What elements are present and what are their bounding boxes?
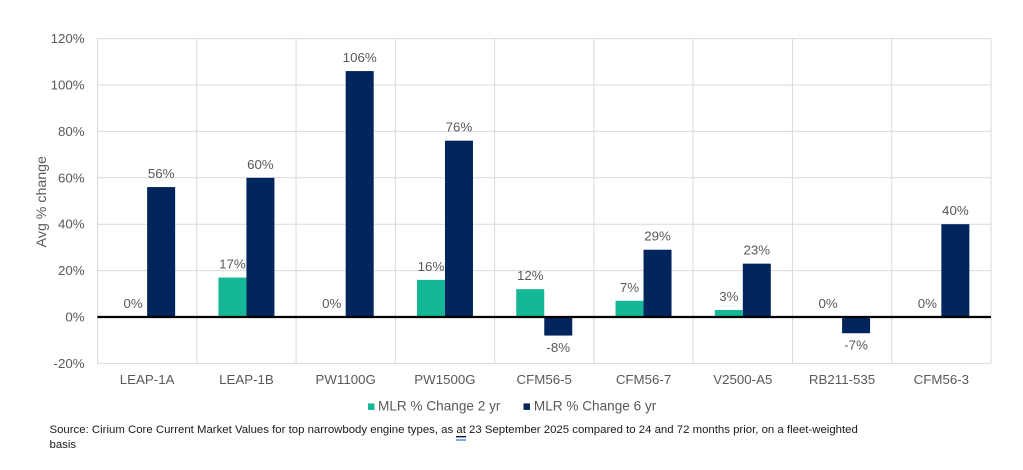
svg-text:0%: 0% xyxy=(124,296,143,311)
svg-text:80%: 80% xyxy=(58,124,85,139)
svg-text:120%: 120% xyxy=(51,31,85,46)
svg-text:RB211-535: RB211-535 xyxy=(809,372,875,387)
svg-text:PW1100G: PW1100G xyxy=(316,372,376,387)
svg-text:LEAP-1B: LEAP-1B xyxy=(219,372,274,387)
svg-text:76%: 76% xyxy=(446,120,473,135)
svg-text:16%: 16% xyxy=(418,259,445,274)
svg-text:60%: 60% xyxy=(247,157,274,172)
svg-text:3%: 3% xyxy=(719,289,738,304)
svg-text:20%: 20% xyxy=(58,263,85,278)
svg-text:V2500-A5: V2500-A5 xyxy=(713,372,772,387)
svg-text:56%: 56% xyxy=(148,166,175,181)
svg-text:60%: 60% xyxy=(58,170,85,185)
svg-text:0%: 0% xyxy=(65,310,84,325)
svg-text:LEAP-1A: LEAP-1A xyxy=(120,372,175,387)
svg-text:0%: 0% xyxy=(918,296,937,311)
svg-text:0%: 0% xyxy=(322,296,341,311)
svg-text:29%: 29% xyxy=(644,229,671,244)
svg-text:-7%: -7% xyxy=(844,338,868,353)
svg-text:0%: 0% xyxy=(818,296,837,311)
svg-text:CFM56-7: CFM56-7 xyxy=(616,372,671,387)
svg-text:23%: 23% xyxy=(743,243,770,258)
svg-text:-20%: -20% xyxy=(54,356,85,371)
svg-text:17%: 17% xyxy=(219,257,246,272)
svg-text:CFM56-5: CFM56-5 xyxy=(517,372,572,387)
svg-text:MLR % Change 2 yr: MLR % Change 2 yr xyxy=(378,399,501,414)
svg-text:100%: 100% xyxy=(51,78,85,93)
svg-text:12%: 12% xyxy=(517,268,544,283)
svg-text:CFM56-3: CFM56-3 xyxy=(914,372,969,387)
svg-text:PW1500G: PW1500G xyxy=(414,372,475,387)
svg-text:106%: 106% xyxy=(343,50,377,65)
svg-text:Avg % change: Avg % change xyxy=(34,156,50,247)
svg-text:7%: 7% xyxy=(620,280,639,295)
svg-text:MLR % Change 6 yr: MLR % Change 6 yr xyxy=(534,399,657,414)
svg-text:-8%: -8% xyxy=(546,340,570,355)
svg-text:40%: 40% xyxy=(58,217,85,232)
svg-text:40%: 40% xyxy=(942,203,969,218)
